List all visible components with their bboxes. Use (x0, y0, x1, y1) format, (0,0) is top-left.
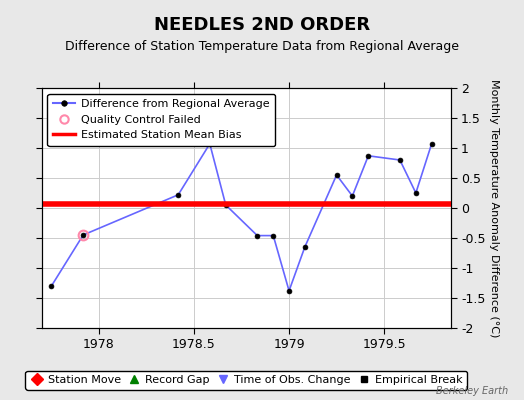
Text: Difference of Station Temperature Data from Regional Average: Difference of Station Temperature Data f… (65, 40, 459, 53)
Text: NEEDLES 2ND ORDER: NEEDLES 2ND ORDER (154, 16, 370, 34)
Text: Berkeley Earth: Berkeley Earth (436, 386, 508, 396)
Y-axis label: Monthly Temperature Anomaly Difference (°C): Monthly Temperature Anomaly Difference (… (489, 79, 499, 337)
Legend: Station Move, Record Gap, Time of Obs. Change, Empirical Break: Station Move, Record Gap, Time of Obs. C… (25, 371, 467, 390)
